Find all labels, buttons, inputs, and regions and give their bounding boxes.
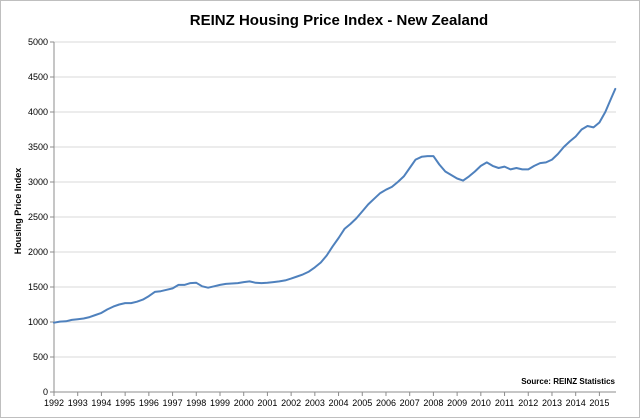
y-tick-label-5000: 5000 xyxy=(28,37,48,47)
series-line-0 xyxy=(53,87,617,324)
x-tick-label-2003: 2003 xyxy=(305,398,325,408)
x-tick-label-2001: 2001 xyxy=(257,398,277,408)
x-tick-label-1992: 1992 xyxy=(44,398,64,408)
x-tick-label-1997: 1997 xyxy=(163,398,183,408)
x-tick-label-2012: 2012 xyxy=(518,398,538,408)
x-tick-label-2014: 2014 xyxy=(566,398,586,408)
x-tick-label-2006: 2006 xyxy=(376,398,396,408)
y-tick-label-1000: 1000 xyxy=(28,317,48,327)
y-axis-label: Housing Price Index xyxy=(13,168,23,255)
y-tick-label-500: 500 xyxy=(33,352,48,362)
chart-title: REINZ Housing Price Index - New Zealand xyxy=(190,12,488,29)
y-tick-label-2000: 2000 xyxy=(28,247,48,257)
x-tick-label-1998: 1998 xyxy=(186,398,206,408)
y-tick-label-3000: 3000 xyxy=(28,177,48,187)
y-tick-label-4000: 4000 xyxy=(28,107,48,117)
source-note: Source: REINZ Statistics xyxy=(521,377,615,386)
x-tick-label-2009: 2009 xyxy=(447,398,467,408)
x-tick-label-2015: 2015 xyxy=(589,398,609,408)
axes xyxy=(50,41,616,396)
y-tick-label-1500: 1500 xyxy=(28,282,48,292)
x-tick-label-2007: 2007 xyxy=(400,398,420,408)
x-tick-label-1993: 1993 xyxy=(68,398,88,408)
x-tick-label-2010: 2010 xyxy=(471,398,491,408)
y-tick-label-0: 0 xyxy=(43,387,48,397)
x-tick-label-2013: 2013 xyxy=(542,398,562,408)
x-tick-label-2005: 2005 xyxy=(352,398,372,408)
x-axis-tick-labels: 1992 1993 1994 1995 1996 1997 1998 1999 2000 2001… xyxy=(44,398,609,408)
x-tick-label-2004: 2004 xyxy=(329,398,349,408)
x-tick-label-2002: 2002 xyxy=(281,398,301,408)
x-tick-label-2000: 2000 xyxy=(234,398,254,408)
y-tick-label-2500: 2500 xyxy=(28,212,48,222)
x-tick-label-1999: 1999 xyxy=(210,398,230,408)
x-tick-label-2008: 2008 xyxy=(423,398,443,408)
y-tick-label-3500: 3500 xyxy=(28,142,48,152)
x-tick-label-2011: 2011 xyxy=(495,398,514,408)
gridlines xyxy=(54,41,616,358)
data-series xyxy=(53,87,617,324)
y-tick-label-4500: 4500 xyxy=(28,72,48,82)
x-tick-label-1995: 1995 xyxy=(115,398,135,408)
y-axis-tick-labels: 0 500 1000 1500 2000 2500 3000 3500 4000 4500 5000 xyxy=(28,37,48,397)
x-tick-label-1994: 1994 xyxy=(91,398,111,408)
x-tick-label-1996: 1996 xyxy=(139,398,159,408)
